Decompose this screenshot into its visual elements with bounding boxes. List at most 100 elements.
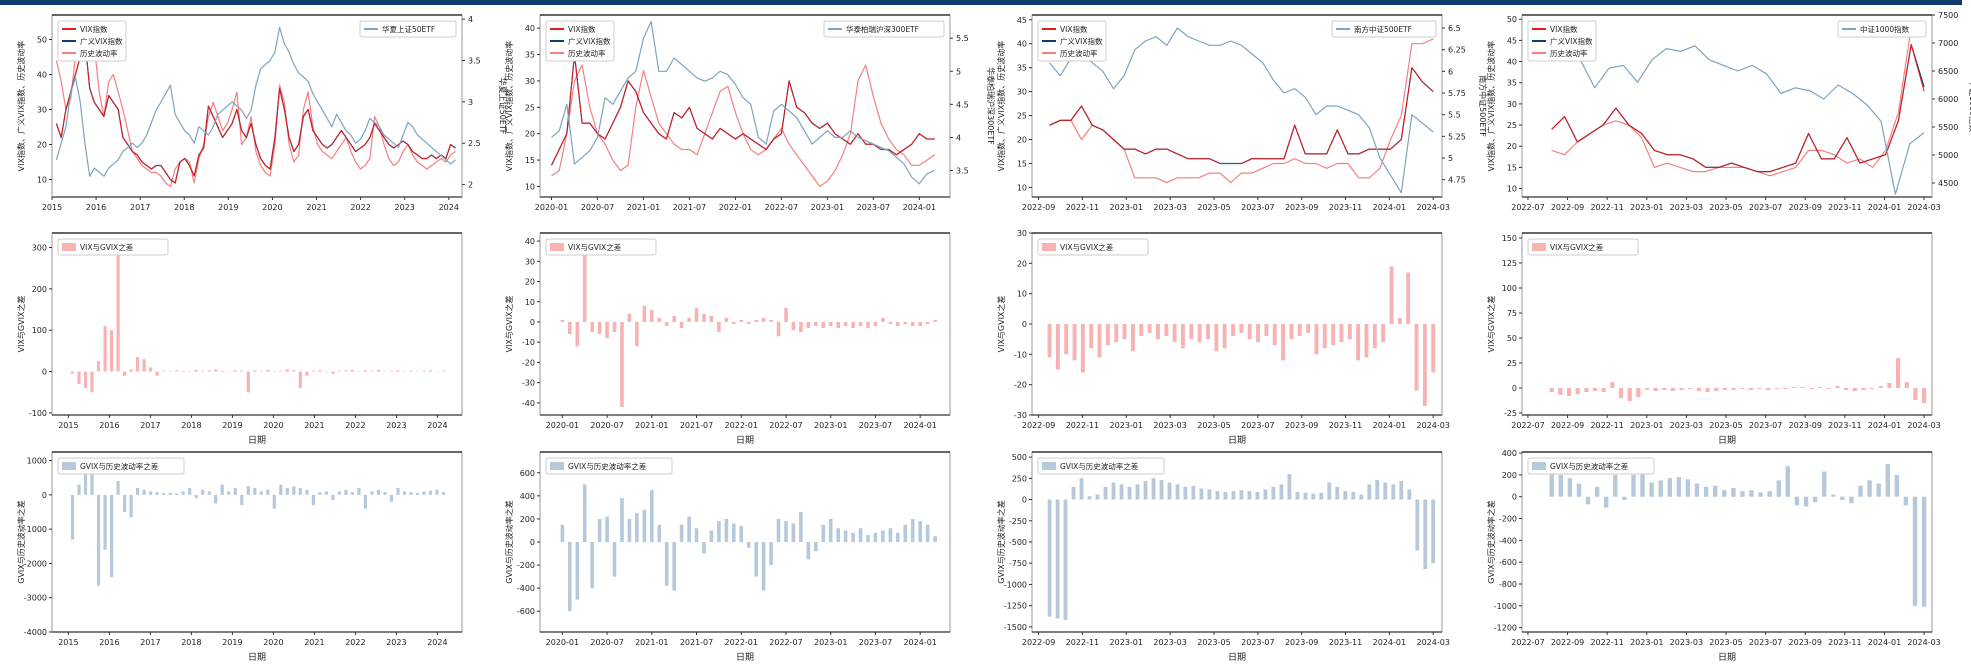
bar — [273, 495, 276, 509]
bar — [1256, 492, 1260, 500]
bar — [732, 322, 736, 324]
y-right-tick-label: 2.5 — [468, 139, 481, 148]
bar — [201, 490, 204, 495]
bar — [1335, 487, 1339, 500]
x-tick-label: 2023-01 — [1110, 638, 1143, 647]
legend-label: 中证1000指数 — [1860, 24, 1910, 34]
x-tick-label: 2022-07 — [1511, 421, 1544, 430]
bar — [1835, 386, 1839, 388]
bar — [1680, 388, 1684, 390]
y-tick-label: 50 — [1507, 334, 1517, 343]
bar — [1568, 478, 1572, 497]
bar — [844, 531, 848, 543]
bar — [1853, 388, 1857, 391]
bar — [214, 495, 217, 504]
bar — [143, 359, 146, 371]
x-tick-label: 2022-11 — [1066, 421, 1099, 430]
legend: VIX与GVIX之差 — [1528, 239, 1638, 255]
bar — [561, 525, 565, 542]
y-tick-label: 0 — [530, 318, 535, 327]
bar — [769, 542, 773, 565]
bar — [1375, 480, 1379, 500]
x-tick-label: 2023-07 — [1749, 203, 1782, 212]
bar — [680, 525, 684, 542]
x-tick-label: 2023-09 — [1285, 421, 1318, 430]
bar — [851, 322, 855, 328]
legend-swatch — [1042, 243, 1056, 251]
x-tick-label: 2024-01 — [1373, 638, 1406, 647]
x-tick-label: 2024 — [427, 421, 447, 430]
bar — [110, 330, 113, 371]
legend-label: GVIX与历史波动率之差 — [568, 461, 647, 471]
bar — [175, 494, 178, 495]
y-tick-label: 50 — [37, 36, 47, 45]
y-tick-label: 15 — [525, 156, 535, 165]
y-axis-label: VIX指数、广义VIX指数、历史波动率 — [1486, 41, 1496, 172]
bar — [1160, 480, 1164, 500]
x-tick-label: 2019 — [218, 203, 238, 212]
y-tick-label: 200 — [520, 515, 535, 524]
y-tick-label: 600 — [520, 469, 535, 478]
x-tick-label: 2022-11 — [1590, 421, 1623, 430]
y-tick-label: -1250 — [1004, 602, 1027, 611]
bar — [1840, 497, 1844, 500]
x-tick-label: 2023-11 — [1329, 638, 1362, 647]
bar — [221, 485, 224, 495]
plot-area — [52, 233, 462, 415]
bar — [1398, 318, 1402, 324]
bar — [364, 495, 367, 509]
x-tick-label: 2024-01 — [1373, 421, 1406, 430]
y-tick-label: 10 — [1017, 183, 1027, 192]
bar — [195, 495, 198, 498]
y-tick-label: 10 — [1017, 290, 1027, 299]
bar — [710, 531, 714, 543]
y-right-tick-label: 3.5 — [956, 167, 969, 176]
x-tick-label: 2023-07 — [857, 203, 890, 212]
y-right-tick-label: 6 — [1448, 67, 1453, 76]
bar — [1351, 492, 1355, 500]
y-right-tick-label: 5.25 — [1448, 132, 1466, 141]
bar — [911, 322, 915, 326]
bar — [429, 370, 432, 371]
bar — [130, 370, 133, 372]
x-tick-label: 2020 — [263, 421, 283, 430]
bar — [1766, 388, 1770, 390]
y-tick-label: 35 — [525, 51, 535, 60]
x-tick-label: 2023-07 — [1241, 638, 1274, 647]
bar — [97, 361, 100, 371]
bar — [370, 491, 373, 494]
bar — [1072, 487, 1076, 500]
y-tick-label: 40 — [37, 71, 47, 80]
x-tick-label: 2024-01 — [1868, 421, 1901, 430]
y-tick-label: 0 — [1022, 320, 1027, 329]
bar — [1198, 324, 1202, 342]
bar — [1849, 497, 1853, 504]
bar — [1628, 388, 1632, 401]
legend-label: VIX指数 — [1550, 24, 1578, 34]
x-tick-label: 2019 — [222, 421, 242, 430]
bar — [851, 533, 855, 542]
bar — [1813, 497, 1817, 503]
x-tick-label: 2023-03 — [1153, 638, 1186, 647]
x-axis-label: 日期 — [1718, 435, 1736, 446]
x-tick-label: 2017 — [140, 638, 160, 647]
legend-label: 广义VIX指数 — [1550, 36, 1593, 46]
x-tick-label: 2023-09 — [1789, 203, 1822, 212]
y-tick-label: 10 — [525, 298, 535, 307]
bar — [762, 542, 766, 591]
bar — [331, 495, 334, 500]
x-tick-label: 2022-11 — [1066, 203, 1099, 212]
bar — [123, 372, 126, 376]
bar — [732, 524, 736, 543]
bar — [1550, 473, 1554, 497]
y-tick-label: 400 — [1502, 449, 1517, 458]
x-tick-label: 2022 — [345, 638, 365, 647]
bar — [227, 491, 230, 494]
x-tick-label: 2023-01 — [811, 203, 844, 212]
bar — [561, 320, 565, 322]
y-tick-label: 0 — [1512, 493, 1517, 502]
bar — [1192, 486, 1196, 500]
